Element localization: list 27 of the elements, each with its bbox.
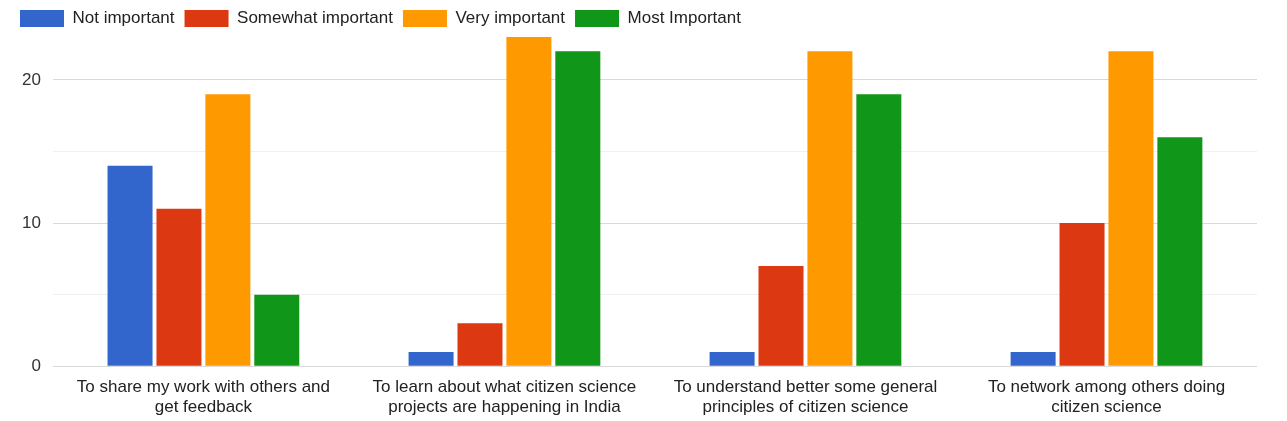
x-tick-label: To learn about what citizen science projects are happening in India <box>372 377 637 417</box>
x-tick-label: To share my work with others and get feedback <box>76 377 331 417</box>
bar <box>758 266 804 366</box>
y-tick-label: 20 <box>21 69 41 89</box>
legend-label: Most Important <box>627 8 742 28</box>
bar <box>709 351 755 366</box>
bar <box>1157 137 1203 366</box>
legend-label: Not important <box>72 8 175 28</box>
bar <box>555 51 601 366</box>
y-tick-label: 10 <box>21 212 41 232</box>
bar <box>457 323 503 366</box>
y-tick-label: 0 <box>31 355 41 375</box>
bar <box>254 294 300 366</box>
x-tick-label: To understand better some general principles of citizen science <box>673 377 938 417</box>
bar <box>506 37 552 366</box>
bar <box>408 351 454 366</box>
bar <box>205 94 251 366</box>
legend-label: Very important <box>455 8 566 28</box>
bar <box>1059 223 1105 366</box>
x-tick-label: To network among others doing citizen science <box>987 377 1226 417</box>
bar <box>856 94 902 366</box>
bar <box>1108 51 1154 366</box>
bar <box>107 165 153 366</box>
legend-label: Somewhat important <box>237 8 394 28</box>
bar <box>807 51 853 366</box>
bar <box>156 208 202 366</box>
bar <box>1010 351 1056 366</box>
